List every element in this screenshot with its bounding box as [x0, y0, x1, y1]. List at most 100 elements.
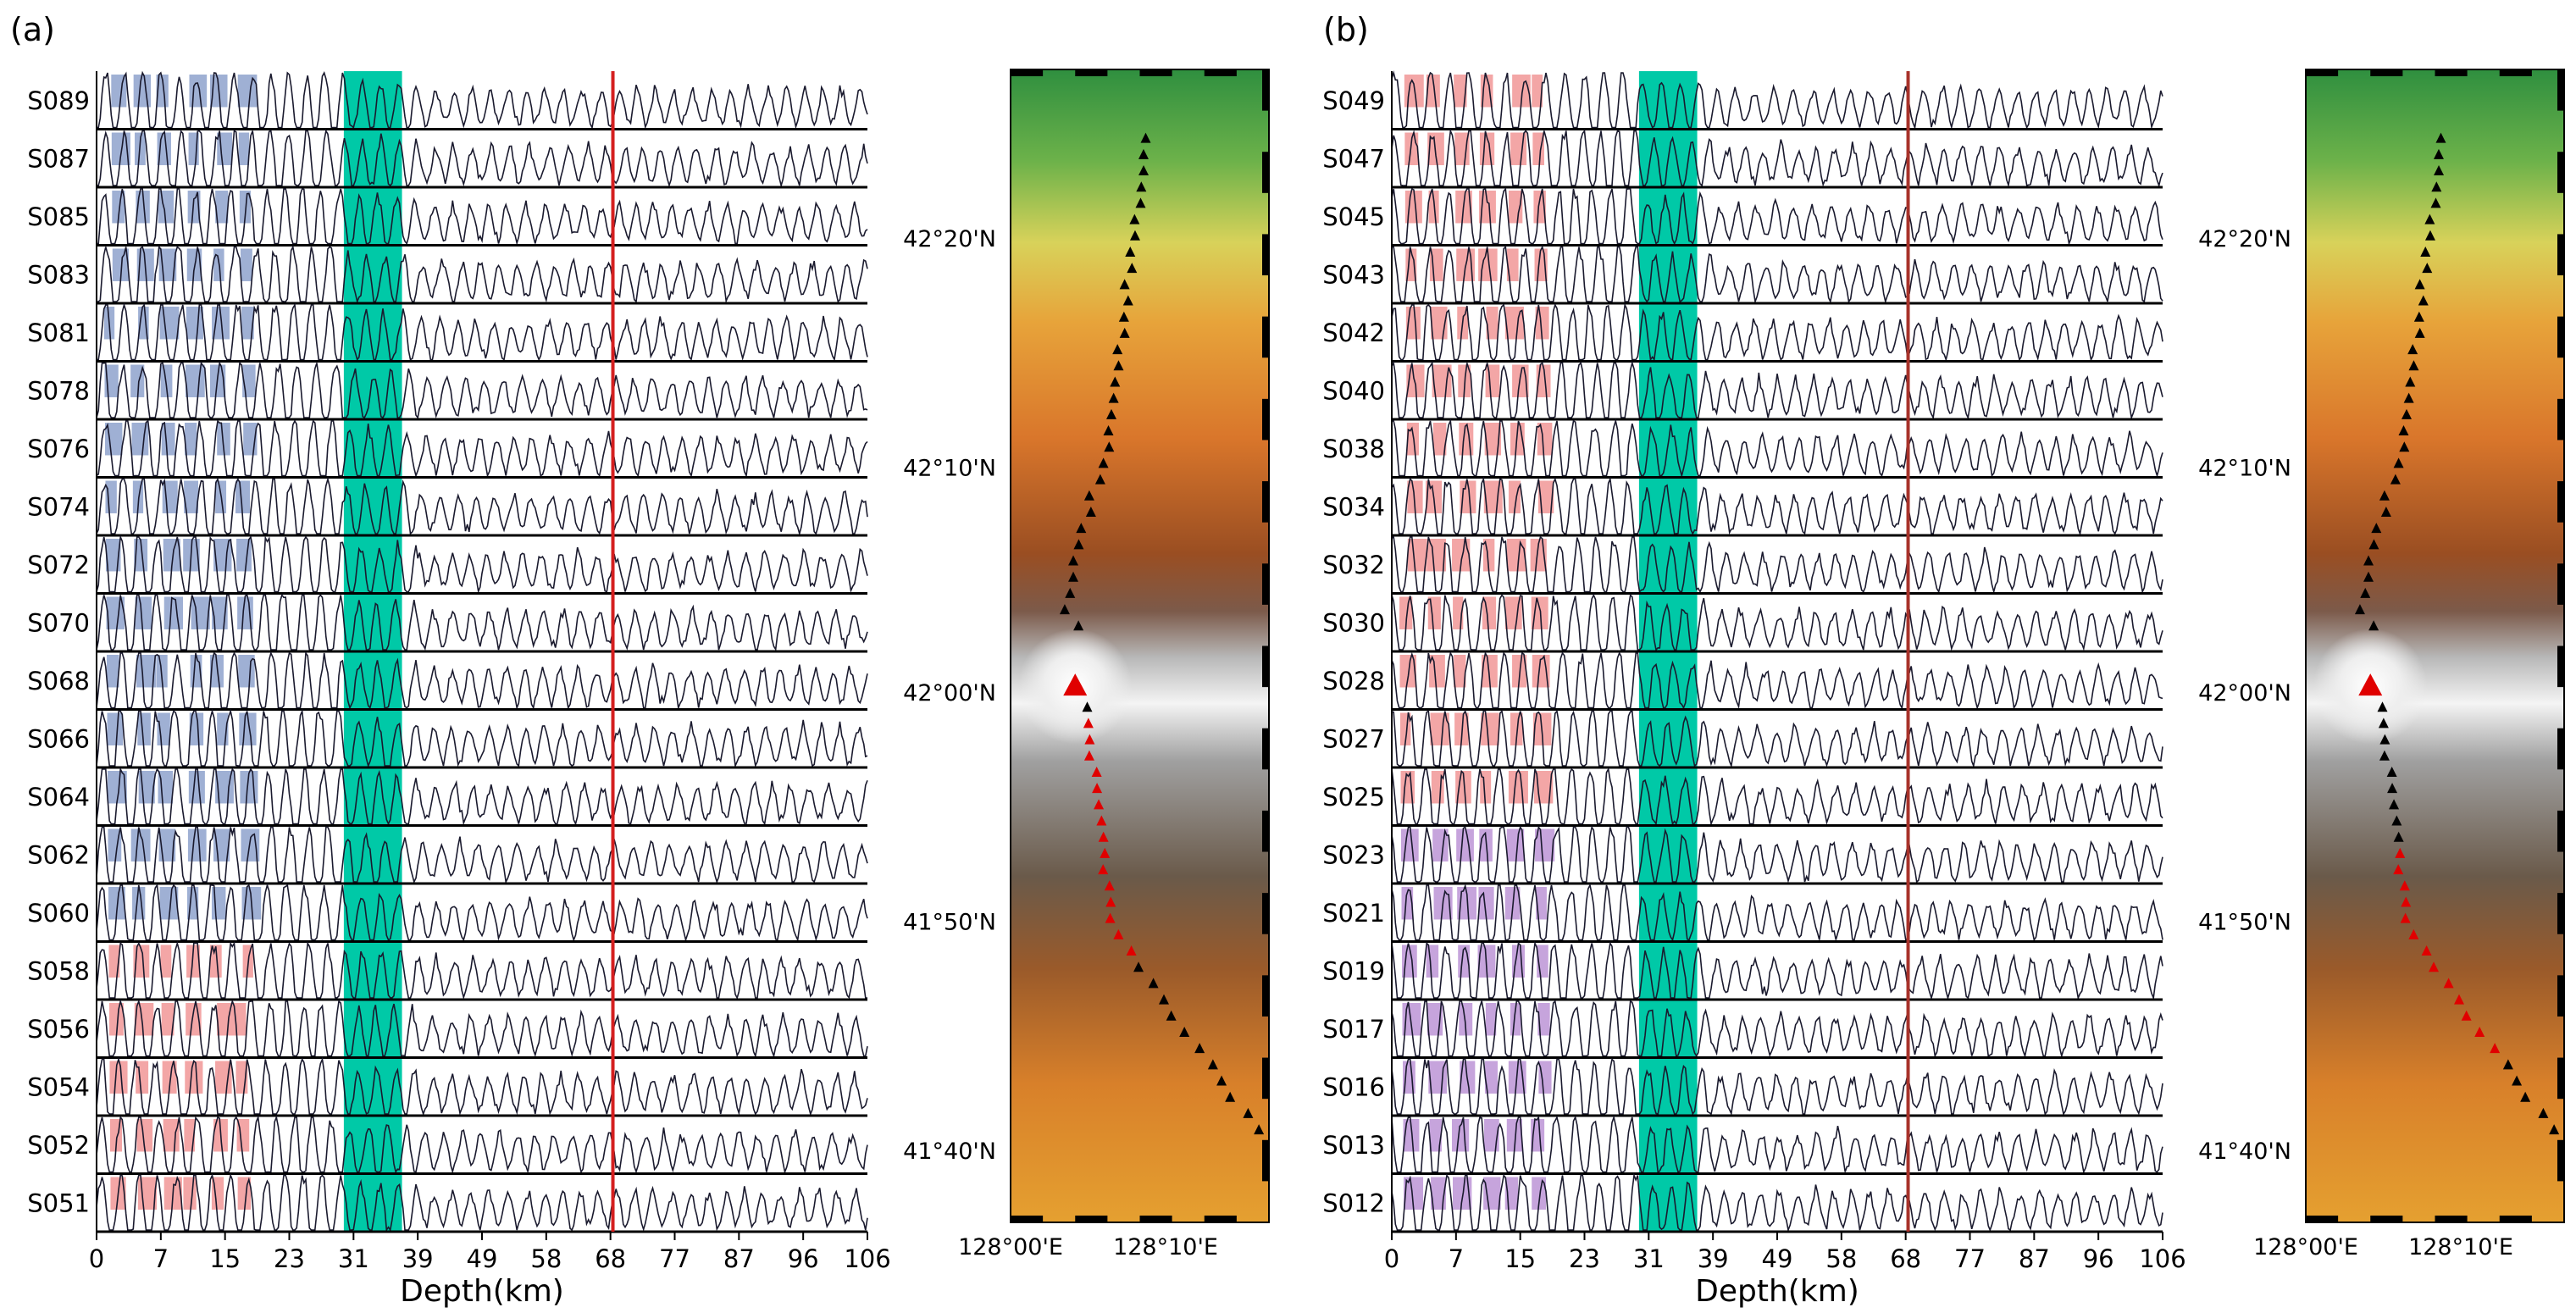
station-triangle [1216, 1075, 1227, 1086]
rf-panel-b: (b) S049 S047 S045 S043 S042 S040 S038 S034 S032 S… [1322, 11, 2185, 1309]
x-tick-label: 87 [2019, 1244, 2050, 1273]
station-triangle [1140, 132, 1151, 143]
positive-phase-fill [1482, 655, 1498, 688]
station-triangle [1225, 1091, 1236, 1102]
station-triangle [2395, 847, 2406, 858]
station-triangle [2354, 604, 2365, 615]
positive-phase-fill [163, 596, 184, 629]
station-label-S040: S040 [1322, 377, 1385, 406]
positive-phase-fill [1535, 828, 1555, 861]
station-triangle [1082, 701, 1093, 712]
positive-phase-fill [1455, 771, 1471, 804]
map-frame-segment [1204, 69, 1237, 76]
station-triangle [1105, 408, 1116, 419]
station-label-S089: S089 [27, 86, 90, 115]
station-triangle [2389, 799, 2400, 810]
station-label-S043: S043 [1322, 261, 1385, 290]
station-map-b: 42°20'N 42°10'N 42°00'N 41°50'N 41°40'N 128°0… [2198, 69, 2565, 1260]
rf-trace-S049 [1391, 70, 2163, 130]
positive-phase-fill [133, 75, 152, 108]
rf-trace-S078 [96, 360, 868, 419]
positive-phase-fill [135, 596, 152, 629]
map-frame-segment [2557, 398, 2564, 440]
station-label-S049: S049 [1322, 86, 1385, 115]
station-label-S070: S070 [27, 609, 90, 638]
station-label-S032: S032 [1322, 551, 1385, 579]
station-triangle [2418, 295, 2429, 306]
rf-trace-S054 [96, 1056, 868, 1116]
rf-trace-S072 [96, 534, 868, 594]
map-frame-segment [2499, 69, 2532, 76]
rf-trace-S076 [96, 419, 868, 479]
station-label-S072: S072 [27, 551, 90, 579]
station-triangle [2405, 376, 2416, 387]
positive-phase-fill [1484, 1119, 1499, 1152]
station-triangle [2461, 1010, 2472, 1021]
map-frame-segment [2499, 1216, 2532, 1222]
station-triangle [1065, 587, 1076, 598]
station-label-S087: S087 [27, 145, 90, 174]
x-tick-label: 58 [1825, 1244, 1857, 1273]
station-triangle [1091, 766, 1102, 777]
station-triangle [2474, 1026, 2485, 1037]
station-label-S017: S017 [1322, 1015, 1385, 1044]
rf-panel-a: (a) S089 S087 S085 S083 S081 S078 S076 S074 S072 S… [10, 11, 891, 1309]
station-triangle [2393, 864, 2404, 875]
station-triangle [2549, 1124, 2560, 1135]
rf-trace-S027 [1391, 709, 2163, 768]
station-triangle [1243, 1107, 1254, 1118]
station-triangle [2408, 360, 2419, 371]
station-triangle [2398, 425, 2409, 436]
station-triangle [2414, 279, 2425, 290]
station-triangle [1085, 506, 1096, 517]
rf-trace-S089 [96, 70, 868, 130]
station-triangle [1110, 376, 1121, 387]
station-triangle [2360, 587, 2371, 598]
map-frame-segment [2306, 69, 2339, 76]
station-triangle [2400, 912, 2411, 923]
positive-phase-fill [1454, 712, 1469, 745]
positive-phase-fill [1532, 75, 1543, 108]
positive-phase-fill [1406, 423, 1419, 456]
map-frame-segment [2557, 975, 2564, 1017]
station-map-a: 42°20'N 42°10'N 42°00'N 41°50'N 41°40'N 128°0… [903, 69, 1270, 1260]
station-label-S047: S047 [1322, 145, 1385, 174]
rf-trace-S085 [96, 188, 868, 246]
positive-phase-fill [1478, 248, 1498, 281]
station-triangle [2422, 263, 2433, 274]
station-triangle [2421, 945, 2432, 956]
latitude-label: 42°20'N [2198, 226, 2291, 252]
map-frame-segment [1262, 316, 1269, 358]
positive-phase-fill [106, 655, 119, 688]
x-tick-label: 96 [2083, 1244, 2114, 1273]
station-triangle [1135, 197, 1146, 208]
map-frame-segment [1262, 810, 1269, 852]
map-frame-segment [1262, 398, 1269, 440]
station-triangle [1118, 311, 1129, 322]
station-triangle [1076, 523, 1087, 534]
x-tick-label: 7 [153, 1244, 169, 1273]
station-triangle [2414, 327, 2425, 338]
panel-label: (a) [10, 11, 55, 48]
positive-phase-fill [238, 132, 250, 165]
station-triangle [1083, 490, 1094, 501]
station-triangle [1100, 847, 1111, 858]
x-tick-label: 15 [1504, 1244, 1536, 1273]
station-triangle [1104, 441, 1115, 452]
map-frame-segment [1262, 645, 1269, 688]
station-triangle [2391, 815, 2402, 826]
station-triangle [1096, 815, 1107, 826]
x-tick-label: 77 [1954, 1244, 1986, 1273]
x-tick-label: 68 [1890, 1244, 1921, 1273]
station-triangle [1207, 1059, 1218, 1070]
rf-trace-S032 [1391, 535, 2163, 595]
longitude-label: 128°00'E [2253, 1234, 2358, 1260]
station-triangle [2387, 783, 2398, 794]
positive-phase-fill [136, 191, 150, 224]
map-frame-segment [2370, 1216, 2403, 1222]
rf-trace-S060 [96, 883, 868, 943]
station-label-S085: S085 [27, 202, 90, 231]
rf-trace-S016 [1391, 1057, 2163, 1116]
rf-trace-S068 [96, 651, 868, 711]
rf-trace-S083 [96, 244, 868, 304]
